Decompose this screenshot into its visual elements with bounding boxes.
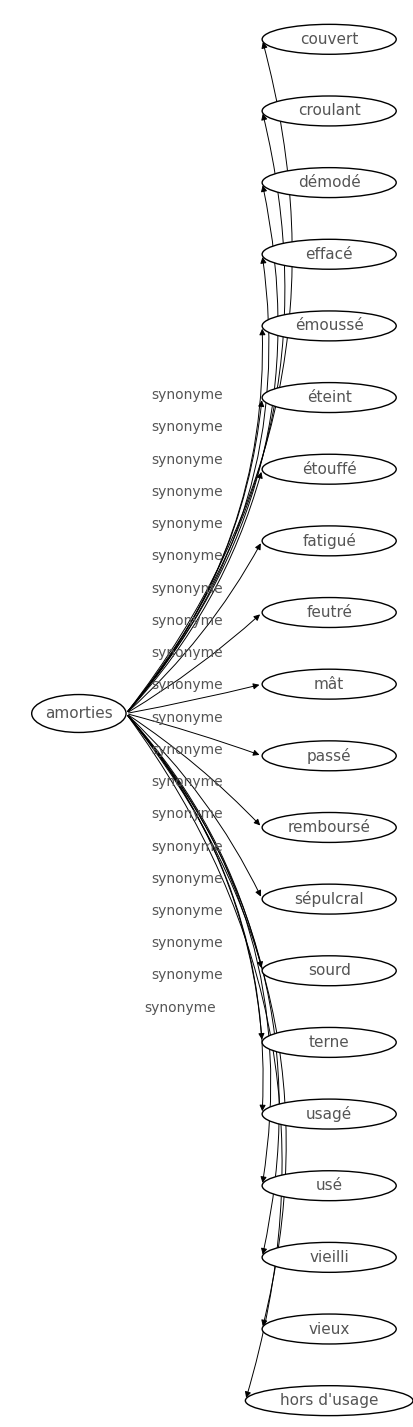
Text: émoussé: émoussé <box>294 318 363 334</box>
Text: étouffé: étouffé <box>301 462 356 477</box>
Text: synonyme: synonyme <box>151 743 223 756</box>
Text: synonyme: synonyme <box>151 485 223 499</box>
Text: synonyme: synonyme <box>151 936 223 950</box>
Ellipse shape <box>261 1314 395 1344</box>
Text: synonyme: synonyme <box>151 452 223 467</box>
FancyArrowPatch shape <box>128 684 258 714</box>
FancyArrowPatch shape <box>128 716 285 1326</box>
Text: synonyme: synonyme <box>151 582 223 595</box>
Text: synonyme: synonyme <box>151 808 223 822</box>
FancyArrowPatch shape <box>128 187 278 712</box>
Ellipse shape <box>261 527 395 557</box>
Text: synonyme: synonyme <box>151 646 223 661</box>
Text: effacé: effacé <box>305 247 352 261</box>
Text: feutré: feutré <box>306 605 351 619</box>
Text: synonyme: synonyme <box>151 678 223 692</box>
Text: synonyme: synonyme <box>151 549 223 564</box>
Text: sourd: sourd <box>307 963 350 979</box>
FancyArrowPatch shape <box>128 330 264 712</box>
FancyArrowPatch shape <box>128 715 264 1110</box>
Ellipse shape <box>261 669 395 699</box>
FancyArrowPatch shape <box>128 715 259 825</box>
Ellipse shape <box>261 1243 395 1273</box>
FancyArrowPatch shape <box>128 715 278 1253</box>
Text: amorties: amorties <box>45 706 112 721</box>
FancyArrowPatch shape <box>128 472 261 712</box>
FancyArrowPatch shape <box>128 615 259 712</box>
Ellipse shape <box>261 885 395 915</box>
Text: synonyme: synonyme <box>151 872 223 886</box>
Text: synonyme: synonyme <box>151 711 223 725</box>
Ellipse shape <box>245 1386 412 1416</box>
FancyArrowPatch shape <box>128 715 263 1039</box>
Text: usagé: usagé <box>305 1106 351 1122</box>
Text: synonyme: synonyme <box>151 905 223 918</box>
Ellipse shape <box>261 1170 395 1200</box>
Text: terne: terne <box>308 1035 349 1050</box>
Text: sépulcral: sépulcral <box>294 890 363 908</box>
Text: synonyme: synonyme <box>151 614 223 628</box>
FancyArrowPatch shape <box>128 258 268 712</box>
Text: mât: mât <box>313 676 344 692</box>
Ellipse shape <box>261 1027 395 1057</box>
Text: synonyme: synonyme <box>151 517 223 531</box>
Ellipse shape <box>32 695 126 732</box>
Text: synonyme: synonyme <box>151 775 223 789</box>
Text: éteint: éteint <box>306 390 351 405</box>
Text: synonyme: synonyme <box>151 839 223 853</box>
FancyArrowPatch shape <box>128 43 292 711</box>
FancyArrowPatch shape <box>128 715 258 755</box>
Ellipse shape <box>261 240 395 270</box>
Ellipse shape <box>261 24 395 54</box>
Text: synonyme: synonyme <box>151 421 223 434</box>
FancyArrowPatch shape <box>128 544 260 712</box>
Text: couvert: couvert <box>299 31 358 47</box>
Ellipse shape <box>261 741 395 771</box>
Text: synonyme: synonyme <box>151 388 223 402</box>
Ellipse shape <box>261 311 395 341</box>
FancyArrowPatch shape <box>128 715 262 968</box>
FancyArrowPatch shape <box>128 715 260 896</box>
Ellipse shape <box>261 956 395 986</box>
Text: passé: passé <box>306 748 351 763</box>
Text: vieux: vieux <box>308 1321 349 1337</box>
Ellipse shape <box>261 167 395 197</box>
Text: synonyme: synonyme <box>144 1000 215 1015</box>
FancyArrowPatch shape <box>128 114 284 711</box>
Text: fatigué: fatigué <box>301 532 355 549</box>
Text: synonyme: synonyme <box>151 969 223 983</box>
Text: démodé: démodé <box>297 176 360 190</box>
Text: hors d'usage: hors d'usage <box>279 1393 377 1408</box>
Ellipse shape <box>261 1099 395 1129</box>
FancyArrowPatch shape <box>128 715 270 1182</box>
Text: vieilli: vieilli <box>309 1250 348 1264</box>
Ellipse shape <box>261 96 395 126</box>
Ellipse shape <box>261 598 395 628</box>
FancyArrowPatch shape <box>128 401 263 712</box>
FancyArrowPatch shape <box>127 716 281 1397</box>
Ellipse shape <box>261 812 395 842</box>
Ellipse shape <box>261 382 395 412</box>
Text: croulant: croulant <box>297 104 360 118</box>
Text: remboursé: remboursé <box>287 821 370 835</box>
Ellipse shape <box>261 454 395 484</box>
Text: usé: usé <box>315 1179 342 1193</box>
